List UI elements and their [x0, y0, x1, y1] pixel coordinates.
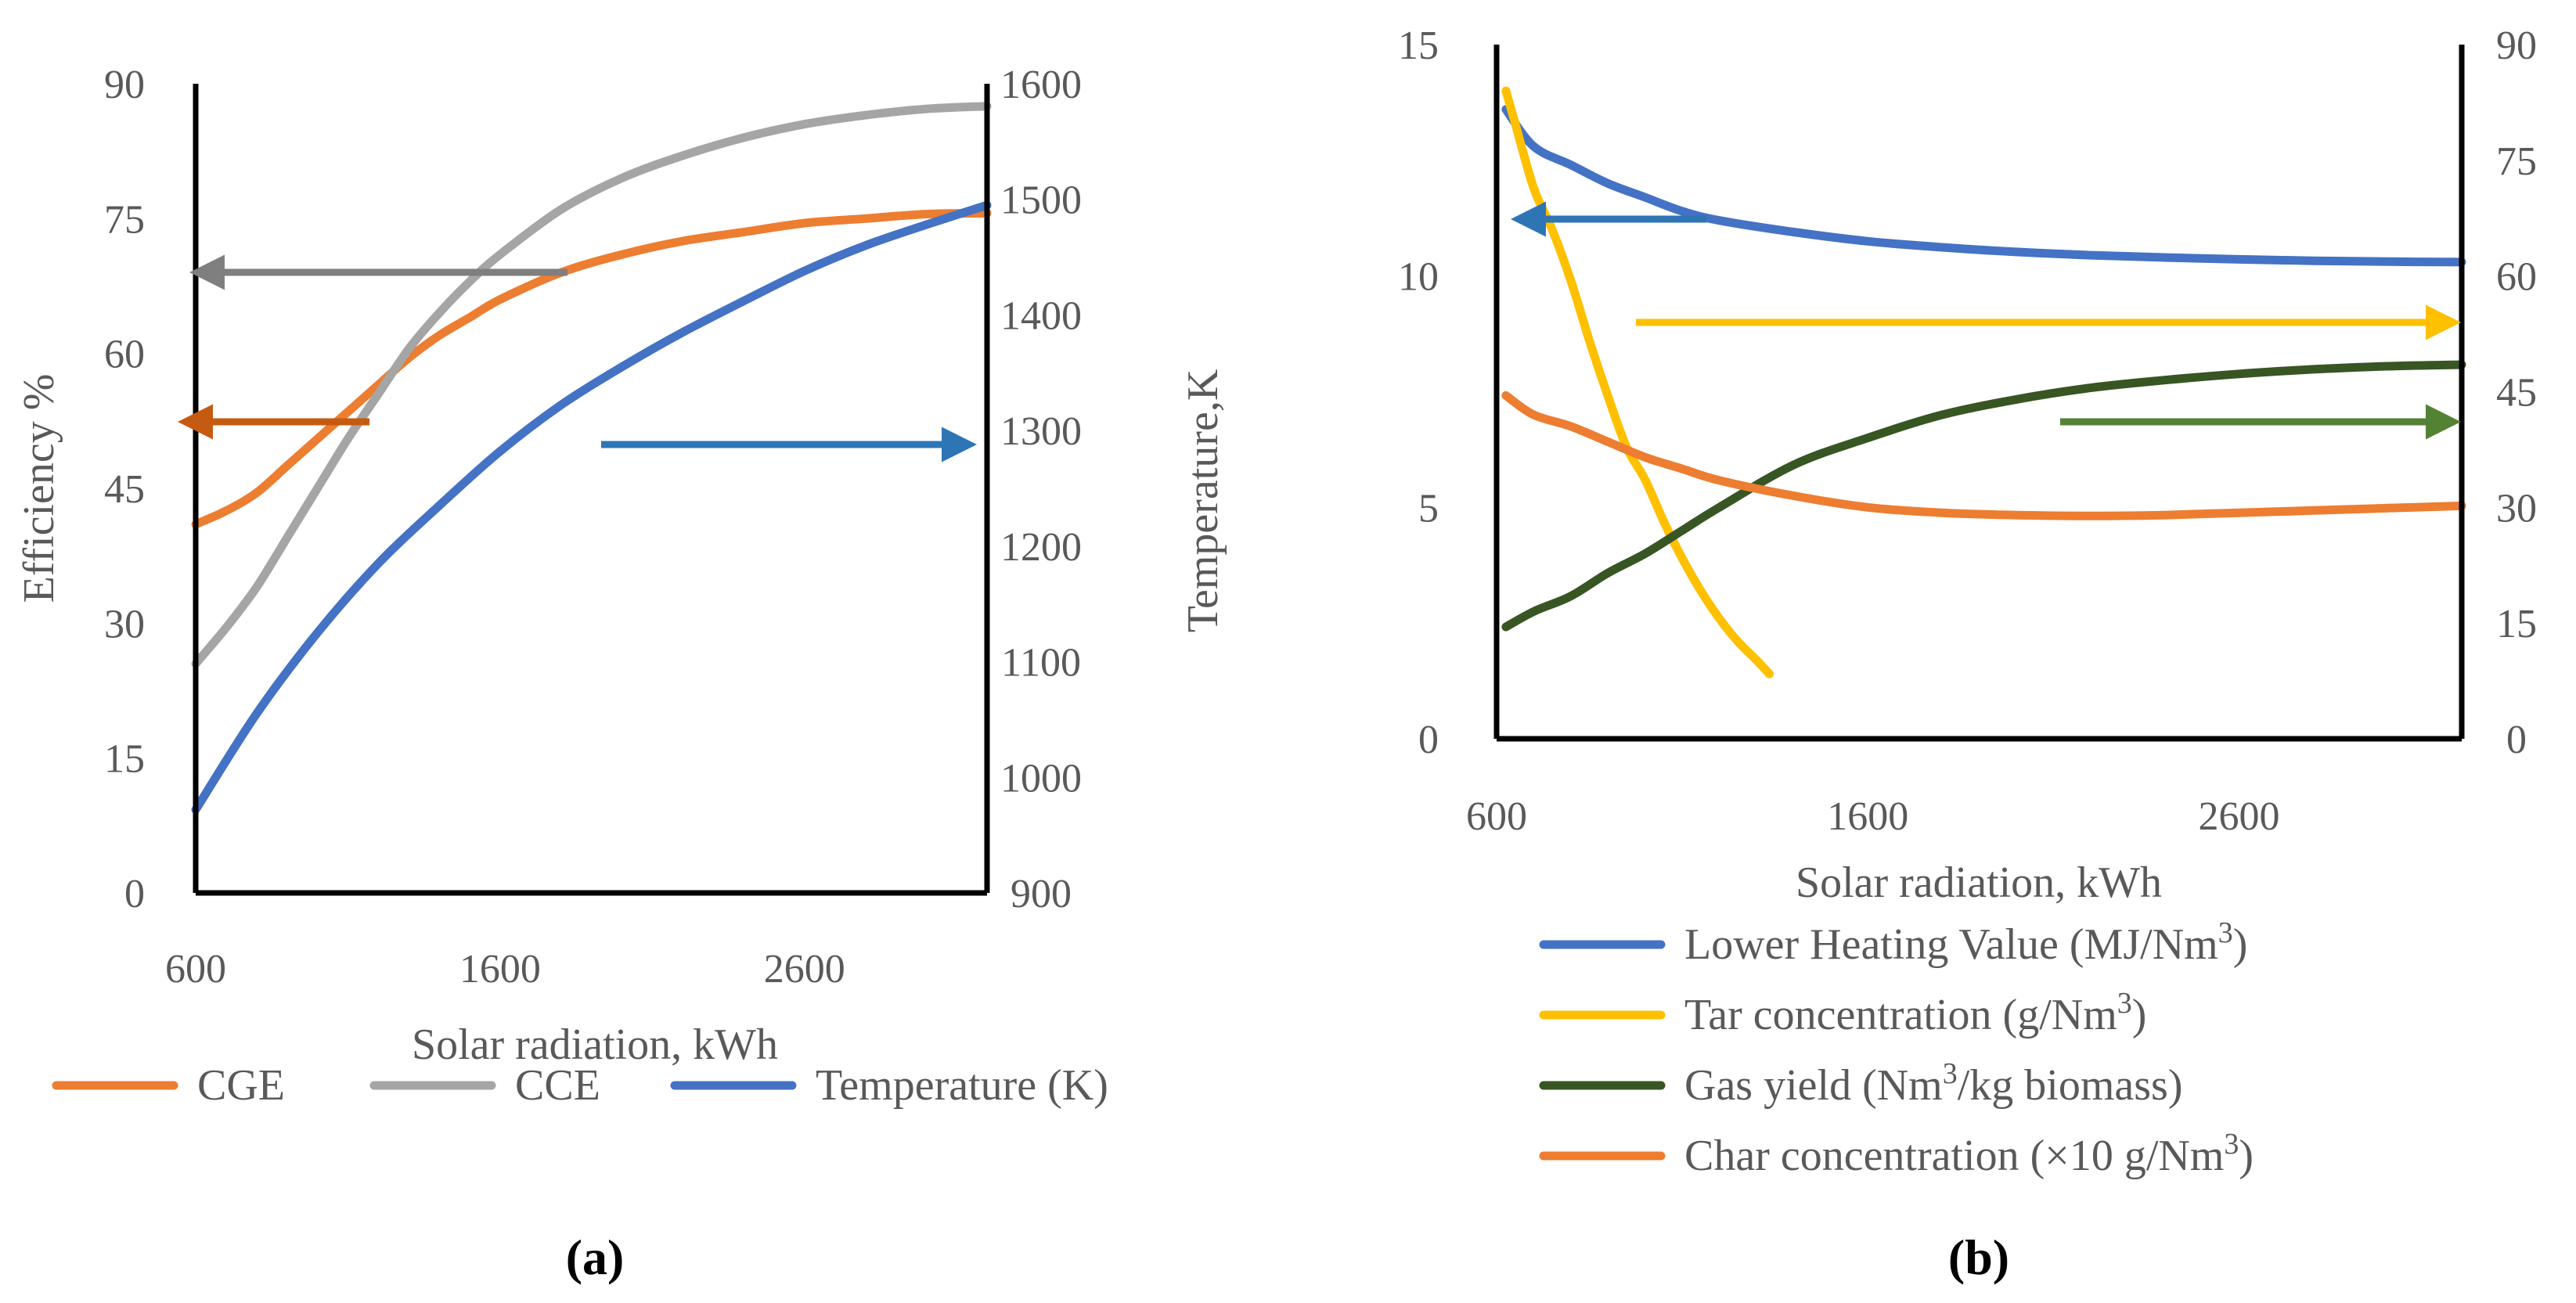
legend-label-char-concentration-10-g-nm: Char concentration (×10 g/Nm3) — [1684, 1128, 2254, 1180]
panel-b-right-tick-label: 75 — [2496, 139, 2537, 184]
legend-label-cce: CCE — [515, 1061, 600, 1110]
panel-a-label: (a) — [566, 1229, 625, 1285]
panel-a-left-tick-label: 60 — [104, 333, 145, 377]
panel-a-series — [191, 102, 992, 815]
panel-b-x-axis-title: Solar radiation, kWh — [1796, 858, 2162, 907]
chart-panel-a: 600 1600 2600 0 15 30 45 60 75 90 900 1000 1100 1200 1… — [15, 63, 1227, 1285]
panel-a-right-tick-label: 1500 — [1000, 178, 1082, 223]
panel-a-right-tick-label: 1200 — [1000, 525, 1082, 570]
panel-a-right-axis-title: Temperature,K — [1179, 369, 1227, 633]
legend-label-tar-concentration-g-nm: Tar concentration (g/Nm3) — [1684, 987, 2146, 1039]
panel-b-series-lower-heating-value-mj-nm — [1501, 105, 2466, 267]
panel-a-left-tick-label: 15 — [104, 737, 145, 782]
panel-b-series-tar-concentration-g-nm — [1501, 86, 1774, 678]
panel-a-series-cge — [191, 208, 992, 529]
panel-b-tick-labels: 600 1600 2600 0 5 10 15 0 15 30 45 60 75 90 — [1398, 23, 2537, 839]
panel-b-left-tick-label: 10 — [1398, 255, 1439, 300]
panel-a-left-tick-label: 75 — [104, 197, 145, 242]
panel-a-x-tick-label: 1600 — [459, 947, 541, 992]
panel-b-right-tick-label: 0 — [2506, 718, 2527, 762]
panel-b-right-tick-label: 15 — [2496, 602, 2537, 646]
panel-b-x-tick-label: 2600 — [2198, 794, 2279, 839]
panel-a-x-tick-label: 2600 — [764, 947, 845, 992]
legend-label-cge: CGE — [197, 1061, 285, 1110]
panel-a-x-tick-label: 600 — [165, 947, 226, 992]
panel-a-right-tick-label: 1600 — [1000, 63, 1082, 107]
panel-a-right-tick-label: 1300 — [1000, 409, 1082, 454]
panel-a-tick-labels: 600 1600 2600 0 15 30 45 60 75 90 900 1000 1100 1200 1… — [104, 63, 1082, 992]
panel-b-left-tick-label: 15 — [1398, 23, 1439, 68]
panel-a-right-tick-label: 900 — [1011, 872, 1072, 916]
panel-a-legend: CGE CCE Temperature (K) — [52, 1061, 1108, 1110]
panel-b-x-tick-label: 600 — [1466, 794, 1527, 839]
panel-a-right-tick-label: 1100 — [1001, 641, 1081, 686]
chart-panel-b: 600 1600 2600 0 5 10 15 0 15 30 45 60 75 90 Solar rad… — [1398, 23, 2537, 1285]
panel-a-series-temperature-k — [191, 200, 992, 815]
panel-b-series — [1501, 86, 2466, 678]
panel-b-label: (b) — [1948, 1229, 2009, 1285]
panel-b-right-tick-label: 45 — [2496, 371, 2537, 416]
panel-b-left-tick-label: 5 — [1418, 486, 1439, 531]
legend-label-lower-heating-value-mj-nm: Lower Heating Value (MJ/Nm3) — [1684, 916, 2247, 969]
panel-a-right-tick-label: 1000 — [1000, 756, 1082, 801]
panel-b-series-char-concentration-10-g-nm — [1501, 391, 2466, 520]
legend-label-temperature-k: Temperature (K) — [816, 1061, 1108, 1110]
panel-a-left-tick-label: 0 — [124, 872, 145, 916]
panel-b-right-tick-label: 30 — [2496, 486, 2537, 531]
panel-b-left-tick-label: 0 — [1418, 718, 1439, 762]
panel-a-left-tick-label: 30 — [104, 602, 145, 646]
panel-b-legend: Lower Heating Value (MJ/Nm3) Tar concentr… — [1539, 916, 2254, 1180]
panel-b-right-tick-label: 90 — [2496, 23, 2537, 68]
panel-a-x-axis-title: Solar radiation, kWh — [412, 1020, 778, 1069]
panel-a-right-tick-label: 1400 — [1000, 293, 1082, 338]
panel-b-series-gas-yield-nm — [1501, 360, 2466, 632]
legend-label-gas-yield-nm: Gas yield (Nm3/kg biomass) — [1684, 1057, 2182, 1110]
panel-a-left-tick-label: 45 — [104, 467, 145, 512]
panel-a-left-axis-title: Efficiency % — [15, 374, 63, 603]
panel-a-left-tick-label: 90 — [104, 63, 145, 107]
panel-b-right-tick-label: 60 — [2496, 255, 2537, 300]
panel-b-x-tick-label: 1600 — [1827, 794, 1908, 839]
